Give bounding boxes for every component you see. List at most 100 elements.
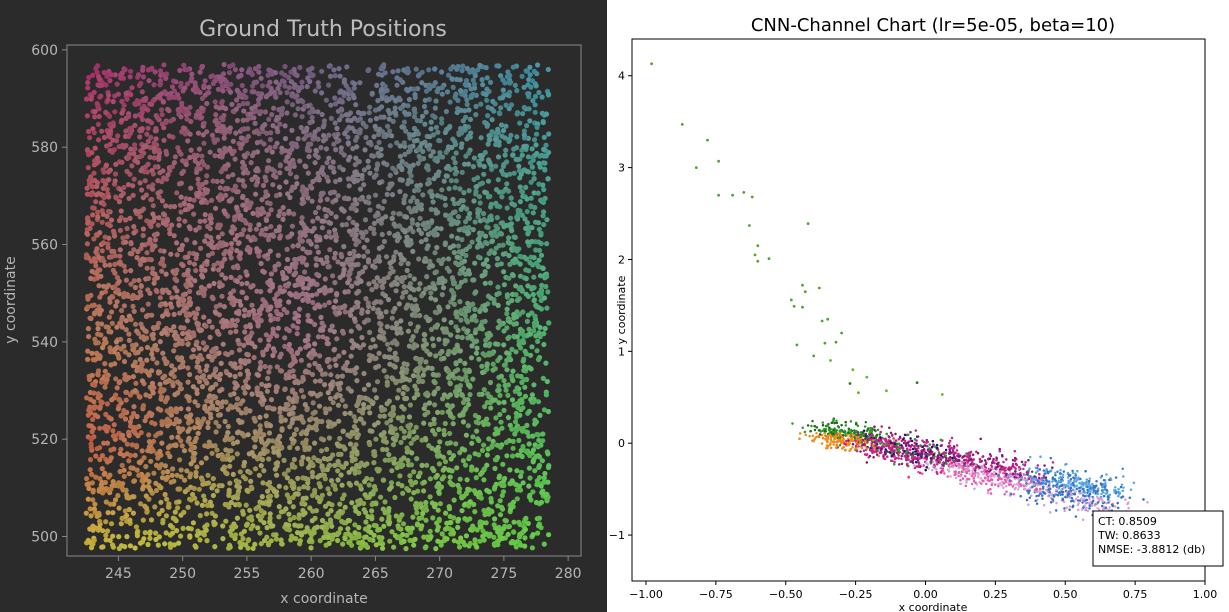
data-point	[432, 232, 438, 238]
data-point	[423, 359, 429, 365]
data-point	[501, 482, 507, 489]
data-point	[247, 470, 253, 476]
data-point	[457, 450, 463, 456]
data-point	[361, 319, 368, 325]
data-point	[447, 474, 453, 480]
data-point	[84, 395, 90, 401]
data-point	[125, 293, 131, 299]
data-point	[401, 200, 407, 206]
data-point	[535, 530, 541, 536]
data-point	[491, 522, 497, 528]
data-point	[520, 425, 526, 431]
data-point	[399, 158, 405, 164]
data-point	[154, 347, 160, 353]
data-point	[326, 491, 333, 497]
data-point	[447, 430, 453, 437]
data-point	[348, 532, 354, 539]
data-point	[501, 399, 507, 405]
data-point	[299, 188, 305, 194]
data-point	[359, 539, 365, 545]
data-point	[88, 192, 95, 198]
data-point	[401, 140, 407, 146]
data-point	[532, 468, 538, 474]
ground-truth-panel: Ground Truth Positions 245 250 255 260 265 27…	[0, 0, 607, 612]
data-point	[108, 521, 115, 527]
data-point	[410, 208, 416, 214]
data-point	[522, 448, 528, 454]
data-point	[411, 276, 417, 282]
data-point	[295, 136, 301, 142]
data-point	[444, 89, 451, 95]
data-point	[130, 303, 136, 309]
data-point	[253, 226, 259, 232]
data-point	[462, 93, 468, 99]
data-point	[375, 203, 382, 209]
data-point	[538, 499, 545, 505]
data-point	[486, 511, 492, 517]
data-point	[175, 505, 181, 511]
data-point	[470, 227, 476, 233]
data-point	[232, 373, 238, 380]
data-point	[527, 492, 533, 498]
data-point	[393, 513, 399, 519]
data-point	[315, 364, 321, 371]
data-point	[310, 218, 316, 224]
data-point	[363, 124, 369, 130]
data-point	[171, 203, 178, 210]
data-point	[177, 457, 183, 463]
data-point	[427, 494, 433, 500]
data-point	[106, 92, 112, 98]
data-point	[227, 480, 233, 486]
data-point	[397, 143, 403, 149]
data-point	[358, 544, 364, 550]
data-point	[194, 500, 200, 506]
data-point	[121, 184, 127, 191]
data-point	[264, 388, 270, 394]
data-point	[128, 281, 134, 287]
data-point	[439, 409, 445, 415]
data-point	[480, 537, 487, 543]
data-point	[263, 178, 269, 184]
data-point	[411, 395, 417, 401]
data-point	[86, 333, 92, 340]
data-point	[275, 252, 281, 258]
data-point	[163, 148, 169, 154]
data-point	[138, 368, 144, 374]
data-point	[145, 125, 151, 131]
data-point	[112, 253, 118, 259]
data-point	[282, 123, 288, 129]
data-point	[503, 518, 509, 524]
data-point	[97, 476, 103, 482]
data-point	[153, 487, 160, 494]
data-point	[126, 352, 132, 358]
data-point	[183, 310, 189, 317]
data-point	[457, 186, 463, 192]
data-point	[419, 293, 425, 299]
data-point	[376, 139, 382, 145]
data-point	[258, 463, 264, 469]
data-point	[166, 290, 172, 296]
data-point	[366, 357, 372, 363]
data-point	[96, 525, 102, 531]
data-point	[195, 430, 201, 436]
data-point	[105, 169, 112, 175]
data-point	[420, 372, 426, 378]
data-point	[93, 183, 100, 190]
data-point	[531, 274, 537, 280]
data-point	[204, 538, 210, 544]
data-point	[541, 541, 547, 547]
data-point	[322, 382, 328, 388]
data-point	[522, 216, 528, 222]
data-point	[357, 483, 363, 489]
data-point	[362, 264, 368, 270]
data-point	[399, 418, 405, 424]
data-point	[410, 248, 416, 254]
data-point	[410, 229, 416, 235]
data-point	[395, 233, 401, 239]
data-point	[546, 91, 552, 97]
data-point	[148, 223, 154, 230]
data-point	[146, 444, 152, 450]
data-point	[506, 222, 512, 228]
data-point	[84, 113, 90, 119]
data-point	[494, 256, 501, 262]
